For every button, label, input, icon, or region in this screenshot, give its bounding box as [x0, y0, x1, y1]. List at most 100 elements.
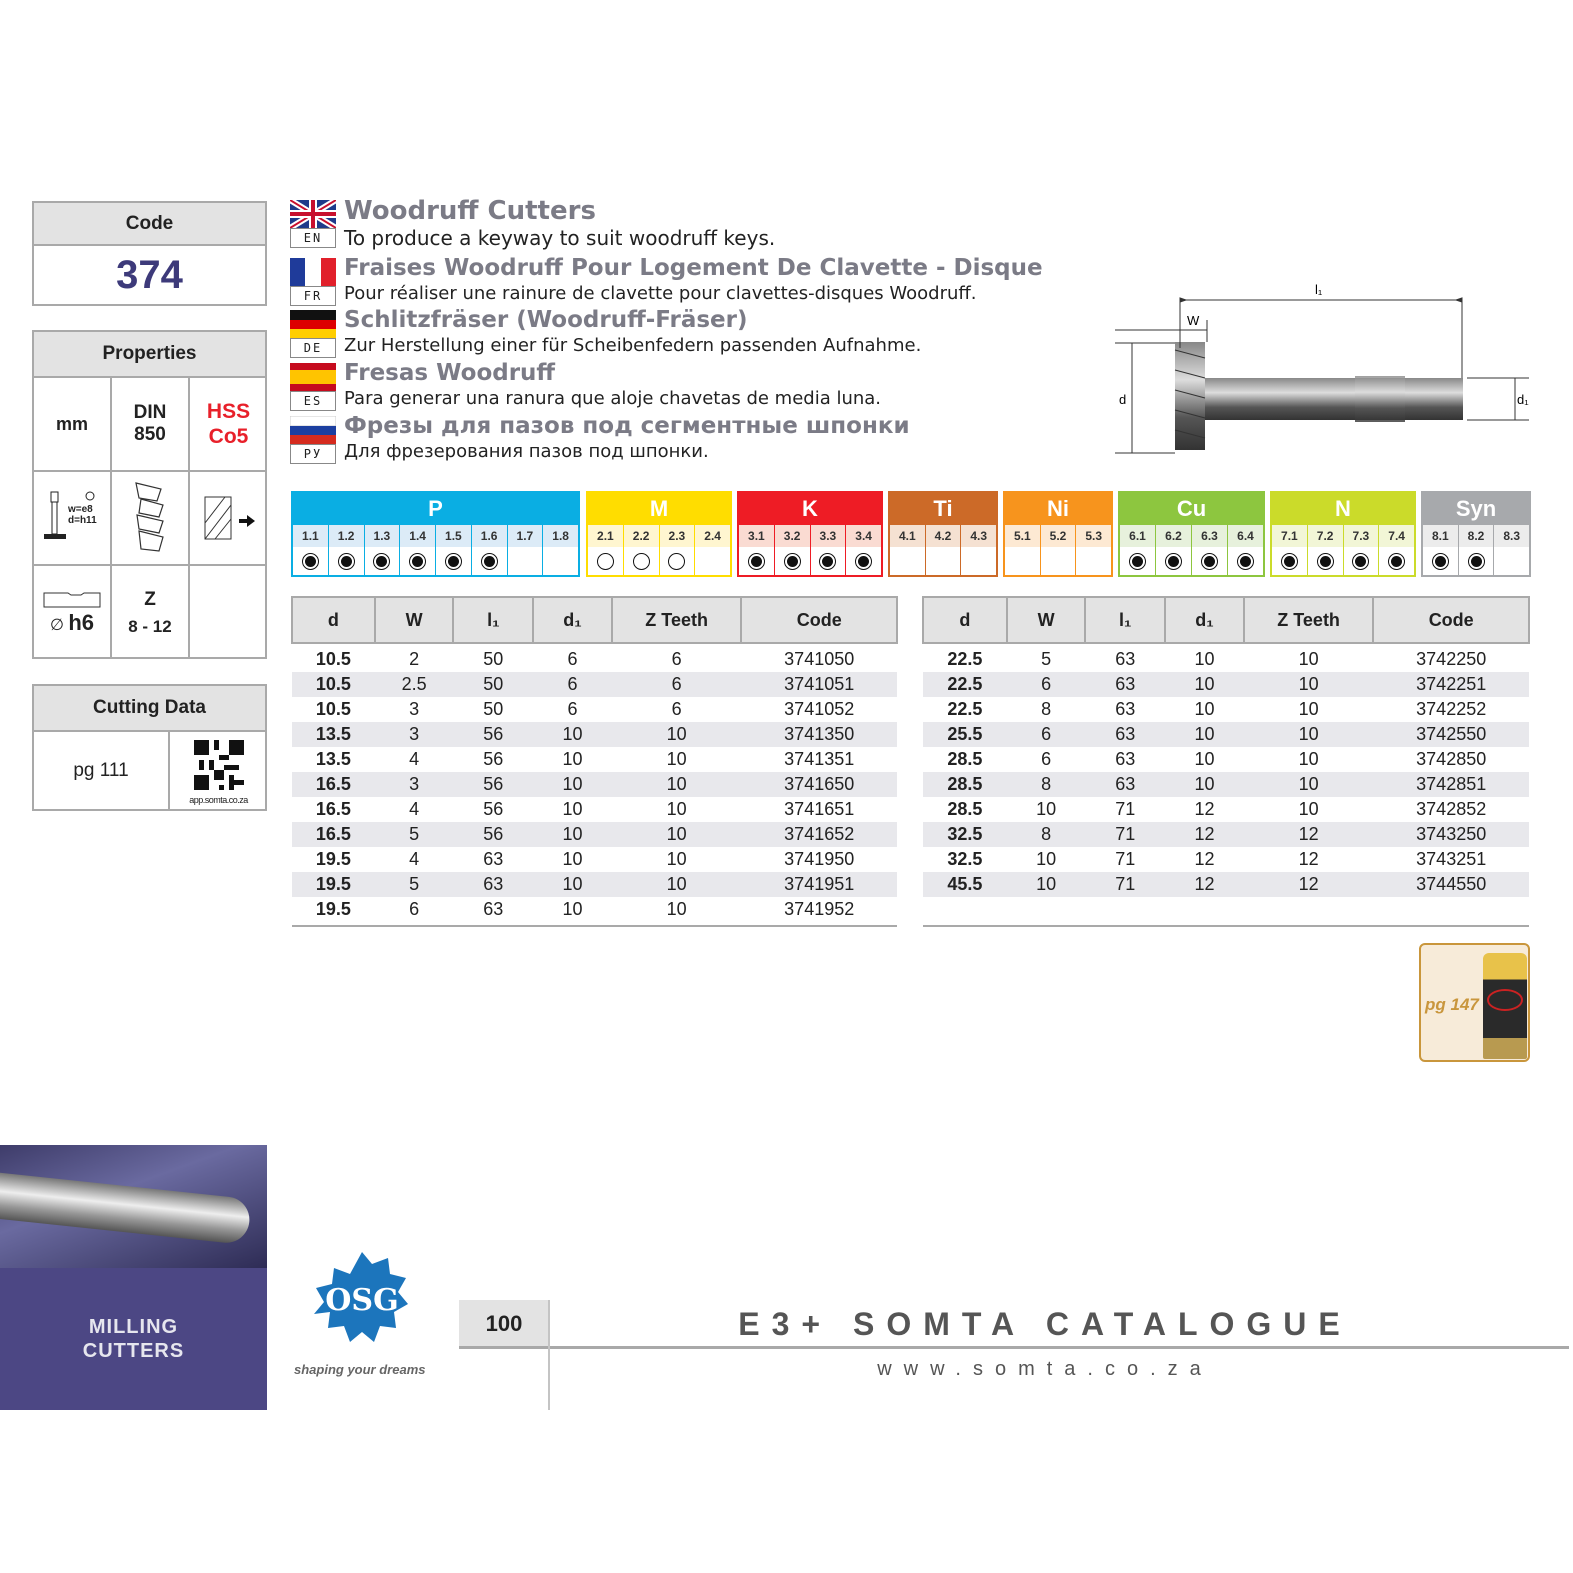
- cell: 6: [1041, 749, 1052, 769]
- w-label: W: [1187, 313, 1200, 328]
- cell: 50: [483, 649, 504, 669]
- material-subgroup: 8.2: [1458, 525, 1494, 547]
- standard: DIN 850: [133, 402, 167, 445]
- material-subgroup: 1.5: [436, 525, 471, 547]
- qr-code-cell[interactable]: app.somta.co.za: [170, 732, 267, 809]
- cell: 63: [483, 849, 504, 869]
- cutting-data-link[interactable]: pg 111: [34, 732, 170, 809]
- flag-icon: [289, 415, 337, 444]
- cell: 3742250: [1416, 649, 1487, 669]
- language-block: EN Woodruff Cutters To produce a keyway …: [288, 196, 990, 252]
- properties-box: Properties mm DIN 850 HSS Co5 w=e8 d=h11…: [32, 330, 267, 659]
- website-link[interactable]: www.somta.co.za: [877, 1358, 1213, 1380]
- cell: 10: [1036, 799, 1057, 819]
- cell: 3741652: [741, 822, 897, 847]
- column-header: d₁: [1164, 596, 1245, 644]
- cell: 10: [533, 822, 612, 847]
- table-row: 22.5 6 63 10 10 3742251: [923, 672, 1529, 697]
- flag-icon: [290, 258, 336, 286]
- cell: 6: [1006, 722, 1086, 747]
- unit-cell: mm: [34, 378, 112, 472]
- cell: 10: [562, 749, 583, 769]
- material-subgroup: 4.2: [925, 525, 961, 547]
- cell: 3742252: [1416, 699, 1487, 719]
- cell: 10: [666, 849, 687, 869]
- code-box: Code 374: [32, 201, 267, 306]
- d-label: d: [1119, 392, 1126, 407]
- cell: 56: [453, 772, 534, 797]
- material-subgroup: 7.2: [1307, 525, 1343, 547]
- cell: 45.5: [923, 872, 1007, 897]
- catalogue-title: E3+ SOMTA CATALOGUE: [738, 1306, 1352, 1342]
- cell: 16.5: [292, 772, 375, 797]
- d1-label: d₁: [1517, 392, 1529, 407]
- cutting-fluid-link[interactable]: pg 147: [1419, 943, 1530, 1062]
- column-header: d: [291, 596, 376, 644]
- material-subgroup: 2.4: [695, 525, 730, 547]
- table-row: 45.5 10 71 12 12 3744550: [923, 872, 1529, 897]
- footer-vertical-divider: [548, 1300, 550, 1410]
- flag-icon: [290, 363, 336, 391]
- material-group-label: Ni: [1005, 493, 1111, 525]
- cell: 10: [562, 899, 583, 919]
- recommended-mark-icon: [1388, 552, 1406, 570]
- cell: 4: [409, 749, 420, 769]
- cell: 8: [1006, 822, 1086, 847]
- cell: 3741051: [741, 672, 897, 697]
- cell: 10: [1243, 672, 1374, 697]
- cell: 63: [1115, 699, 1136, 719]
- product-description: Para generar una ranura que aloje chavet…: [344, 388, 882, 409]
- cell: 13.5: [315, 749, 351, 769]
- material-group-label: Syn: [1423, 493, 1529, 525]
- cell: 6: [671, 699, 682, 719]
- cutting-fluid-page[interactable]: pg 147: [1425, 995, 1479, 1014]
- cell: 10: [1243, 722, 1374, 747]
- code-label: Code: [34, 203, 265, 246]
- cutting-direction-cell: [190, 472, 267, 566]
- cell: 10: [611, 722, 742, 747]
- product-title: Woodruff Cutters: [344, 196, 596, 226]
- cell: 71: [1085, 822, 1166, 847]
- recommended-mark-icon: [409, 552, 427, 570]
- qr-code-icon[interactable]: [193, 740, 244, 790]
- cell: 63: [1085, 772, 1166, 797]
- cell: 56: [453, 722, 534, 747]
- material-cell: HSS Co5: [190, 378, 267, 472]
- recommended-mark-icon: [1129, 552, 1146, 570]
- material-subgroup: 4.3: [961, 525, 997, 547]
- table-row: 10.5 3 50 6 6 3741052: [292, 697, 897, 722]
- material-subgroup: 1.4: [400, 525, 435, 547]
- language-code: FR: [290, 286, 336, 306]
- teeth-cell: Z 8 - 12: [112, 566, 190, 659]
- material-subgroup: 8.3: [1494, 525, 1530, 547]
- material-group-n: N 7.1 7.2 7.3 7.4: [1270, 491, 1416, 577]
- material-group-syn: Syn 8.1 8.2 8.3: [1421, 491, 1531, 577]
- material-group-k: K 3.1 3.2 3.3 3.4: [737, 491, 883, 577]
- cell: 3742251: [1373, 672, 1529, 697]
- cell: 3742852: [1416, 799, 1487, 819]
- cell: 5: [1041, 649, 1052, 669]
- cell: 2.5: [374, 672, 454, 697]
- cell: 10: [562, 849, 583, 869]
- material-subgroup: 3.2: [774, 525, 810, 547]
- z-label: Z: [144, 588, 156, 610]
- cell: 63: [1115, 749, 1136, 769]
- cell: 56: [453, 822, 534, 847]
- material-subgroup: 4.1: [890, 525, 925, 547]
- cell: 3741351: [784, 749, 855, 769]
- cell: 3741950: [784, 849, 855, 869]
- cell: 10: [1165, 722, 1244, 747]
- cell: 2: [409, 649, 420, 669]
- material-subgroup: 2.3: [659, 525, 695, 547]
- table-row: 28.5 10 71 12 10 3742852: [923, 797, 1529, 822]
- table-row: 10.5 2.5 50 6 6 3741051: [292, 672, 897, 697]
- cell: 10: [1165, 772, 1244, 797]
- properties-label: Properties: [34, 332, 265, 378]
- cell: 3741650: [741, 772, 897, 797]
- cell: 63: [453, 872, 534, 897]
- cell: 3741952: [784, 899, 855, 919]
- cutting-data-page[interactable]: pg 111: [73, 759, 129, 781]
- cell: 56: [483, 749, 504, 769]
- suitable-mark-icon: [668, 552, 686, 570]
